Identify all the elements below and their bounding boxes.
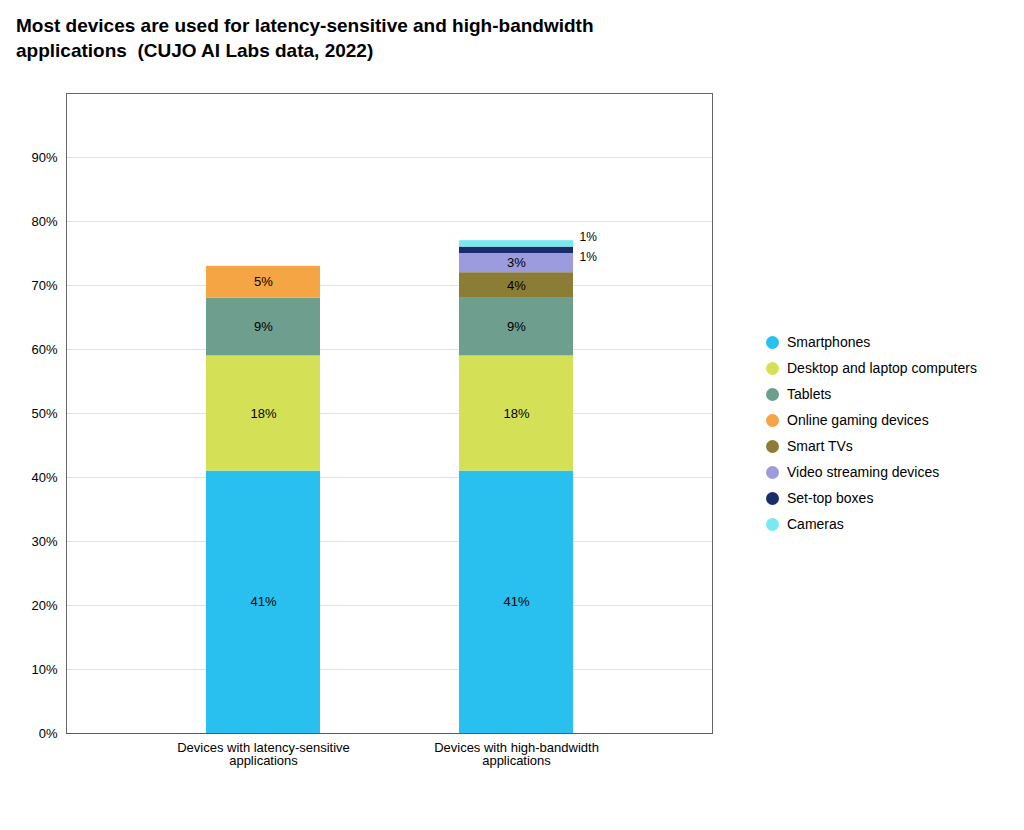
html-text:Smart TVs: Smart TVs — [787, 438, 853, 455]
svg-text:10%: 10% — [31, 662, 57, 677]
svg-text:Devices with high-bandwidthapp: Devices with high-bandwidthapplications — [434, 740, 599, 768]
svg-text:Devices with latency-sensitive: Devices with latency-sensitiveapplicatio… — [177, 740, 350, 768]
html-text:Tablets: Tablets — [787, 386, 832, 403]
html-text:Smartphones: Smartphones — [787, 334, 871, 351]
svg-text:30%: 30% — [31, 534, 57, 549]
svg-text:1%: 1% — [580, 251, 598, 265]
svg-text:41%: 41% — [250, 595, 276, 610]
html-text:Desktop and laptop computers: Desktop and laptop computers — [787, 360, 977, 377]
svg-text:80%: 80% — [31, 214, 57, 229]
svg-text:1%: 1% — [580, 230, 598, 244]
svg-text:18%: 18% — [503, 406, 529, 421]
svg-text:50%: 50% — [31, 406, 57, 421]
svg-text:0%: 0% — [39, 726, 58, 741]
svg-text:60%: 60% — [31, 342, 57, 357]
svg-text:4%: 4% — [507, 278, 526, 293]
svg-text:90%: 90% — [31, 150, 57, 165]
svg-text:18%: 18% — [250, 406, 276, 421]
svg-text:20%: 20% — [31, 598, 57, 613]
html-text:Online gaming devices: Online gaming devices — [787, 412, 929, 429]
svg-text:70%: 70% — [31, 278, 57, 293]
svg-text:9%: 9% — [507, 320, 526, 335]
svg-text:40%: 40% — [31, 470, 57, 485]
html-text:Video streaming devices: Video streaming devices — [787, 464, 940, 481]
svg-text:9%: 9% — [254, 320, 273, 335]
html-text:Most devices are used for late: Most devices are used for latency-sensit… — [16, 15, 594, 61]
svg-text:3%: 3% — [507, 256, 526, 271]
svg-text:5%: 5% — [254, 275, 273, 290]
html-text:Cameras: Cameras — [787, 516, 844, 533]
html-text:Set-top boxes: Set-top boxes — [787, 490, 874, 507]
svg-text:41%: 41% — [503, 595, 529, 610]
